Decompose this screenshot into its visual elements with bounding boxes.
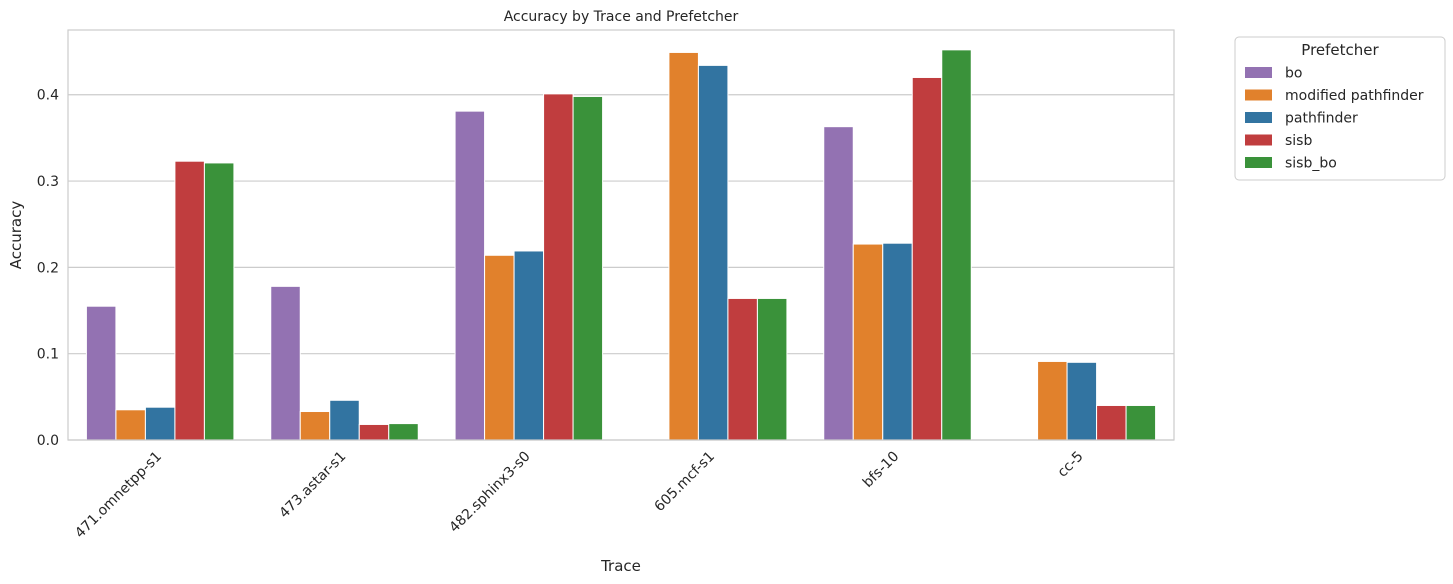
x-tick-label: 605.mcf-s1 (652, 449, 718, 515)
bar-modified-pathfinder (852, 243, 884, 441)
bar-sisb-bo (572, 95, 604, 441)
bar-sisb-bo (941, 49, 972, 441)
bar-pathfinder (1066, 361, 1098, 441)
x-tick-label: 482.sphinx3-s0 (446, 449, 533, 536)
y-tick-label: 0.3 (37, 174, 59, 190)
bar-sisb-bo (1125, 404, 1157, 441)
x-tick-label: bfs-10 (860, 449, 902, 491)
y-tick-label: 0.4 (37, 88, 59, 104)
bar-sisb (911, 76, 943, 441)
y-tick-label: 0.2 (37, 260, 59, 276)
legend-label: sisb (1285, 133, 1312, 149)
legend-swatch (1245, 112, 1272, 123)
bar-sisb-bo (203, 162, 235, 441)
bar-sisb (727, 297, 758, 441)
bar-pathfinder (697, 64, 729, 441)
bar-sisb-bo (756, 297, 788, 441)
x-tick-label: 471.omnetpp-s1 (72, 449, 165, 542)
bar-modified-pathfinder (1037, 360, 1068, 441)
bar-modified-pathfinder (115, 409, 146, 441)
legend: Prefetcher bo modified pathfinder pathfind… (1234, 36, 1446, 181)
legend-title: Prefetcher (1301, 41, 1379, 59)
x-tick-label: cc-5 (1055, 449, 1087, 481)
chart-title: Accuracy by Trace and Prefetcher (504, 9, 739, 25)
bar-pathfinder (882, 242, 913, 441)
bar-bo (85, 305, 117, 441)
y-tick-label: 0.1 (37, 347, 59, 363)
legend-items: bo modified pathfinder pathfinder sisb sisb_… (1245, 66, 1424, 172)
y-tick-label: 0.0 (37, 433, 59, 449)
bar-bo (454, 110, 486, 441)
legend-box (1234, 36, 1446, 181)
bar-sisb (543, 93, 574, 441)
legend-swatch (1245, 67, 1272, 78)
bar-modified-pathfinder (484, 254, 515, 441)
bar-pathfinder (144, 406, 176, 441)
x-tick-labels: 471.omnetpp-s1 473.astar-s1 482.sphinx3-s0… (72, 449, 1087, 542)
y-tick-labels: 0.0 0.1 0.2 0.3 0.4 (37, 88, 59, 449)
bar-modified-pathfinder (299, 411, 331, 441)
y-axis-label: Accuracy (7, 201, 25, 270)
bar-modified-pathfinder (668, 51, 699, 441)
x-tick-label: 473.astar-s1 (276, 449, 349, 522)
bar-pathfinder (329, 399, 360, 441)
plot-frame (67, 29, 1175, 441)
x-axis-label: Trace (600, 557, 641, 575)
legend-label: pathfinder (1285, 111, 1358, 127)
bar-sisb (1096, 404, 1127, 441)
bar-sisb-bo (388, 423, 419, 441)
bar-sisb (174, 160, 205, 441)
legend-swatch (1245, 134, 1272, 146)
legend-swatch (1245, 157, 1272, 168)
bar-bo (823, 126, 854, 441)
bar-bo (270, 285, 301, 441)
legend-swatch (1245, 89, 1272, 101)
bars (85, 49, 1157, 441)
legend-label: bo (1285, 66, 1302, 82)
legend-label: sisb_bo (1285, 156, 1337, 172)
legend-label: modified pathfinder (1285, 88, 1424, 104)
bar-pathfinder (513, 250, 545, 441)
bar-sisb (358, 423, 390, 441)
